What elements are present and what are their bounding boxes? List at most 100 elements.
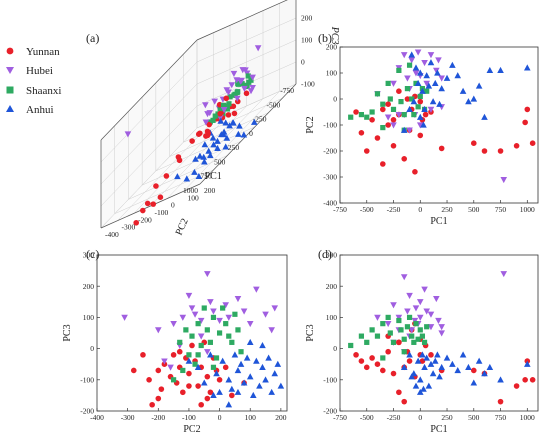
point-c-anhui <box>210 391 217 399</box>
point-d-yunnan <box>363 364 370 371</box>
point-d-shaanxi <box>411 339 417 345</box>
point-a-hubei <box>249 74 256 81</box>
panel-d-frame <box>339 254 539 412</box>
point-d-hubei <box>406 292 413 300</box>
point-c-hubei <box>197 317 205 324</box>
panel-b-frame <box>339 46 539 204</box>
point-d-hubei <box>427 311 435 318</box>
point-c-anhui <box>234 366 242 374</box>
point-c-hubei <box>271 305 279 312</box>
point-d-yunnan <box>374 361 381 368</box>
panel-label-c: (c) <box>86 247 99 261</box>
point-b-hubei <box>408 57 416 64</box>
legend-label-yunnan: Yunnan <box>26 46 60 58</box>
point-c-shaanxi <box>177 339 183 345</box>
point-a-yunnan <box>206 121 213 128</box>
point-d-anhui <box>449 360 456 367</box>
panel-label-a: (a) <box>86 31 99 45</box>
point-c-anhui <box>277 382 285 389</box>
point-d-yunnan <box>390 370 397 377</box>
panel-a-grid-line <box>196 17 297 63</box>
point-c-shaanxi <box>220 305 226 311</box>
panel-a-pc2-tick-label: 100 <box>188 193 200 202</box>
point-c-yunnan <box>198 401 204 408</box>
panel-a-pc2-tick-label: 200 <box>204 186 216 195</box>
point-c-anhui <box>259 342 266 349</box>
point-c-shaanxi <box>198 342 204 349</box>
point-a-yunnan <box>217 110 224 117</box>
point-c-anhui <box>213 370 220 377</box>
point-b-shaanxi <box>411 112 417 118</box>
point-c-anhui <box>200 379 208 386</box>
point-a-anhui <box>222 119 230 126</box>
point-b-anhui <box>475 82 483 89</box>
point-b-yunnan <box>422 111 429 118</box>
point-c-hubei <box>161 358 168 365</box>
point-a-shaanxi <box>217 106 223 112</box>
point-c-yunnan <box>170 352 177 358</box>
point-c-hubei <box>197 333 205 340</box>
point-a-anhui <box>214 144 221 151</box>
point-a-hubei <box>124 131 132 138</box>
point-a-yunnan <box>157 194 164 200</box>
panel-b-ytick-label: -300 <box>323 173 337 182</box>
point-b-shaanxi <box>406 62 413 68</box>
point-a-shaanxi <box>239 81 245 87</box>
point-d-shaanxi <box>358 333 365 339</box>
point-a-anhui <box>174 173 181 180</box>
point-b-hubei <box>421 59 428 67</box>
panel-c-xtick-label: -400 <box>90 413 104 422</box>
panel-a-pc3-label: PC3 <box>329 26 340 45</box>
point-b-anhui <box>465 98 472 105</box>
panel-d-xlabel: PC1 <box>430 424 447 435</box>
panel-b-ytick-label: -400 <box>323 199 337 208</box>
point-d-anhui <box>419 351 426 358</box>
point-d-anhui <box>425 382 433 389</box>
panel-b-xtick-label: 1000 <box>520 205 535 214</box>
point-d-yunnan <box>529 377 536 383</box>
point-c-yunnan <box>204 373 211 380</box>
point-c-yunnan <box>140 352 146 358</box>
point-d-yunnan <box>497 398 504 405</box>
point-c-yunnan <box>180 389 186 396</box>
point-c-shaanxi <box>223 321 229 327</box>
point-b-anhui <box>410 98 418 105</box>
point-a-anhui <box>201 158 208 165</box>
point-c-hubei <box>240 308 248 315</box>
panel-d-ytick-label: 300 <box>326 251 338 260</box>
point-a-shaanxi <box>226 101 232 107</box>
point-a-yunnan <box>144 200 151 207</box>
point-b-hubei <box>406 127 413 134</box>
point-b-anhui <box>429 98 437 105</box>
point-b-anhui <box>400 126 408 133</box>
panel-b-xtick-label: -250 <box>387 205 401 214</box>
point-d-yunnan <box>513 383 520 389</box>
point-c-shaanxi <box>171 377 177 383</box>
point-c-hubei <box>167 364 174 371</box>
legend-marker-anhui <box>6 105 14 112</box>
point-b-hubei <box>395 111 403 119</box>
point-c-shaanxi <box>180 367 186 374</box>
point-d-anhui <box>416 376 424 383</box>
point-a-hubei <box>239 67 247 74</box>
point-c-anhui <box>219 357 226 364</box>
point-d-shaanxi <box>387 330 393 336</box>
point-c-yunnan <box>189 342 195 349</box>
point-d-shaanxi <box>385 314 391 320</box>
point-d-anhui <box>459 351 467 358</box>
point-d-anhui <box>431 357 439 364</box>
point-d-shaanxi <box>404 324 411 330</box>
point-b-anhui <box>416 69 424 76</box>
point-a-shaanxi <box>227 94 233 100</box>
point-d-anhui <box>523 360 531 367</box>
panel-a-3d-scatter: -750-500-25002505007501000-400-300-200-1… <box>100 0 340 239</box>
point-b-anhui <box>431 79 439 87</box>
point-c-hubei <box>222 302 230 309</box>
panel-a-pc2-tick-label: -200 <box>138 215 152 224</box>
panel-c-scatter: -400 -300 -200 -100 0 100 200 -200 -100 0 100 200 30… <box>62 251 288 435</box>
point-d-shaanxi <box>417 327 423 333</box>
point-b-yunnan <box>385 122 391 128</box>
point-c-anhui <box>194 363 202 370</box>
point-b-anhui <box>412 64 420 71</box>
